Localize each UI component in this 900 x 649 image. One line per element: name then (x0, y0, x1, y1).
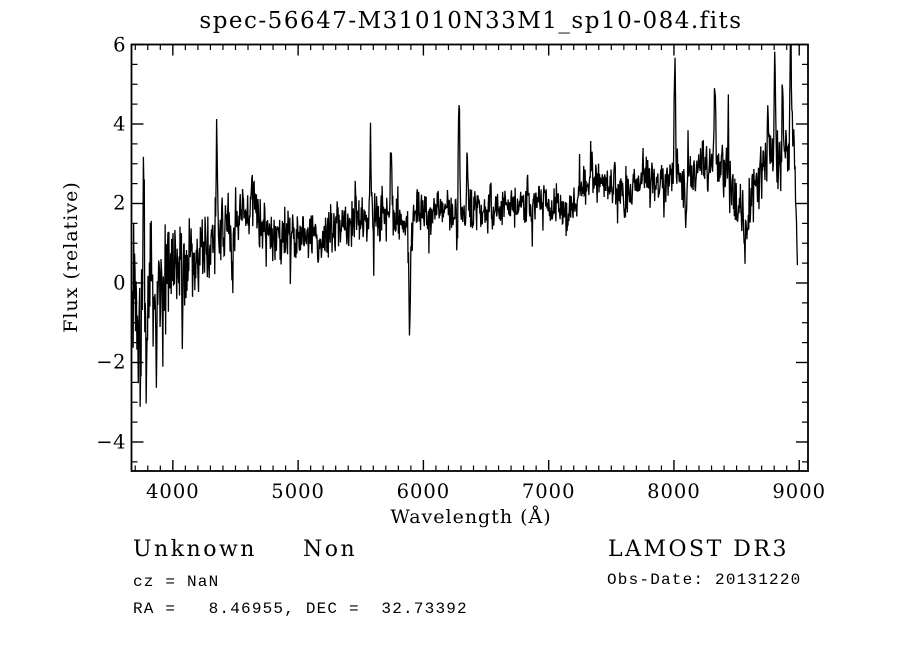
y-tick-label: 4 (113, 112, 126, 136)
survey-release-label: LAMOST DR3 (608, 537, 789, 562)
y-tick-label: 6 (113, 33, 126, 56)
x-tick-label: 8000 (647, 480, 701, 503)
spectrum-trace (131, 44, 799, 407)
x-tick-label: 6000 (396, 480, 451, 503)
x-axis-label: Wavelength (Å) (390, 506, 552, 528)
y-axis-label: Flux (relative) (60, 181, 82, 333)
y-tick-label: −2 (96, 350, 126, 374)
plot-frame (130, 43, 809, 472)
x-tick-label: 4000 (146, 480, 200, 503)
x-tick-label: 9000 (772, 480, 827, 503)
y-tick-label: 0 (113, 271, 126, 295)
obs-date-label: Obs-Date: 20131220 (607, 571, 802, 589)
plot-title: spec-56647-M31010N33M1_sp10-084.fits (199, 8, 743, 34)
cz-value: cz = NaN (133, 573, 220, 591)
y-tick-label: −4 (96, 430, 126, 454)
x-tick-label: 5000 (271, 480, 325, 503)
x-tick-label: 7000 (521, 480, 576, 503)
y-tick-label: 2 (113, 191, 126, 215)
ra-dec-value: RA = 8.46955, DEC = 32.73392 (133, 600, 468, 618)
class-label: Unknown (133, 537, 257, 562)
subclass-label: Non (303, 537, 358, 562)
